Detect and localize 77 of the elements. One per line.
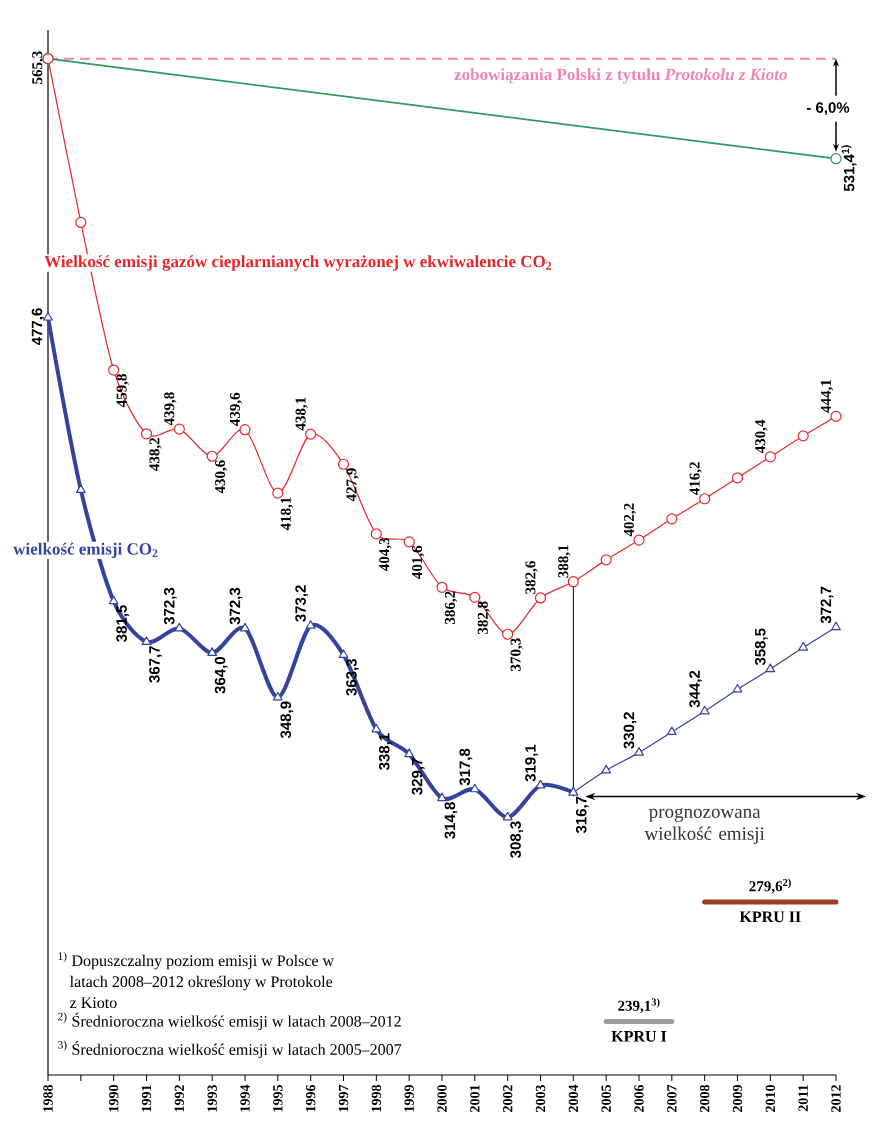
x-tick-label: 2008 — [699, 1084, 710, 1112]
x-tick-label: 2011 — [798, 1085, 808, 1112]
x-tick-label: 2007 — [667, 1084, 677, 1112]
data-label: 430,4 — [755, 419, 768, 454]
data-label: 373,2 — [295, 585, 309, 622]
x-tick-label: 2012 — [831, 1085, 841, 1112]
data-label: 382,8 — [477, 601, 490, 635]
series-label: KPRU I — [611, 1031, 667, 1042]
data-label: 459,8 — [116, 374, 129, 408]
x-tick-label: 1993 — [207, 1085, 217, 1112]
data-label: 381,5 — [116, 605, 130, 642]
data-label: 314,8 — [444, 802, 458, 839]
x-tick-label: 1999 — [404, 1085, 414, 1112]
data-label: 388,1 — [558, 545, 571, 578]
data-label: 418,1 — [280, 497, 293, 531]
x-tick-label: 2006 — [634, 1084, 644, 1112]
x-tick-label: 2005 — [601, 1085, 611, 1112]
data-label: 404,3 — [379, 537, 392, 571]
data-label: 402,2 — [623, 503, 637, 537]
data-label: 338,1 — [378, 733, 392, 771]
data-label: 308,3 — [510, 821, 524, 859]
data-label: 319,1 — [525, 744, 538, 782]
text: Wielkość emisji gazów cieplarnianych wyrażonej w ekwiwalencie CO$_{2}$ — [44, 255, 552, 271]
series-label: wielkość emisji CO$_{2}$ — [13, 542, 158, 559]
series-label: KPRU II — [739, 911, 801, 923]
annotation: - 6,0% — [806, 102, 850, 116]
data-label: 438,1 — [295, 397, 308, 431]
data-label: 438,2 — [149, 438, 162, 471]
data-label: 439,8 — [164, 392, 177, 426]
x-tick-label: 2009 — [732, 1085, 743, 1112]
annotation: $^{3)}$ Średnioroczna wielkość emisji w latach 2005–2007 — [58, 1040, 402, 1059]
data-label: 477,6 — [31, 308, 45, 346]
x-tick-label: 2004 — [568, 1084, 579, 1112]
x-tick-label: 1996 — [305, 1084, 316, 1112]
data-label: 439,6 — [229, 392, 243, 426]
x-tick-label: 1998 — [371, 1084, 382, 1112]
data-label: 430,6 — [215, 460, 228, 494]
data-label: 444,1 — [820, 379, 834, 413]
x-tick-label: 2000 — [437, 1085, 447, 1112]
x-tick-label: 1995 — [273, 1085, 283, 1112]
x-tick-label: 2003 — [535, 1085, 546, 1112]
annotation: $^{2)}$ Średnioroczna wielkość emisji w latach 2008–2012 — [58, 1012, 401, 1030]
data-label: 317,8 — [459, 748, 473, 786]
data-label: 367,7 — [149, 646, 162, 683]
data-label: 386,2 — [444, 591, 458, 625]
data-label: 348,9 — [280, 701, 294, 739]
data-label: 427,9 — [346, 468, 359, 502]
x-tick-label: 2001 — [470, 1085, 480, 1112]
data-label: 364,0 — [214, 657, 228, 694]
data-label: 279,6$^{2)}$ — [749, 878, 791, 894]
data-label: 401,6 — [412, 545, 425, 579]
data-label: 416,2 — [689, 462, 702, 496]
x-tick-label: 1988 — [43, 1084, 53, 1112]
data-label: 363,3 — [346, 659, 359, 696]
x-tick-label: 1990 — [108, 1085, 119, 1112]
x-tick-label: 1997 — [338, 1084, 349, 1112]
data-label: 344,2 — [689, 670, 703, 708]
data-label: 329,7 — [411, 758, 425, 795]
data-label: 330,2 — [623, 712, 637, 749]
data-label: 372,7 — [820, 586, 834, 624]
data-label: 565,3 — [32, 51, 45, 84]
annotation: $^{1)}$ Dopuszczalny poziom emisji w Polsce w latach 2008–2012 określony w Protokole z Kioto — [58, 951, 335, 1009]
data-label: 372,3 — [163, 587, 177, 625]
data-label: 358,5 — [754, 628, 768, 666]
data-label: 531,4$^{1)}$ — [841, 145, 857, 192]
x-tick-label: 2010 — [765, 1085, 776, 1112]
annotation: prognozowana wielkość emisji — [644, 808, 765, 844]
ref-line-label: zobowiązania Polski z tytułu Protokołu z Kioto — [454, 68, 787, 84]
x-tick-label: 1994 — [240, 1084, 250, 1112]
data-label: 372,3 — [229, 587, 243, 625]
x-tick-label: 1992 — [174, 1085, 185, 1112]
data-label: 382,6 — [525, 561, 538, 594]
data-label: 239,1$^{3)}$ — [618, 998, 660, 1014]
data-label: 370,3 — [510, 638, 523, 671]
data-label: 316,7 — [575, 796, 589, 834]
x-tick-label: 1991 — [141, 1085, 152, 1112]
x-tick-label: 2002 — [502, 1085, 513, 1112]
